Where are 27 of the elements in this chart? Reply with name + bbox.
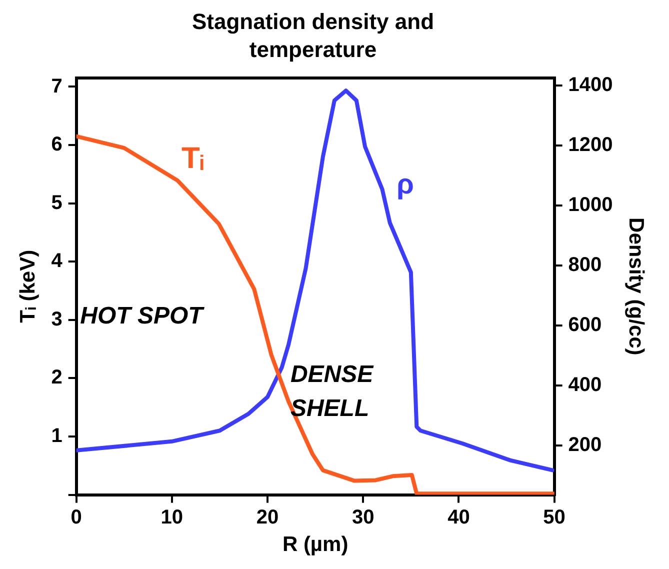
y-tick-label: 3 <box>51 308 62 330</box>
x-tick-label: 30 <box>352 506 374 528</box>
y2-tick-label: 200 <box>568 434 602 456</box>
y2-tick-label: 800 <box>568 254 602 276</box>
y2-tick-label: 1000 <box>568 194 613 216</box>
y2-tick-label: 400 <box>568 374 602 396</box>
x-tick-label: 20 <box>256 506 279 528</box>
chart-title: Stagnation density and temperature <box>190 8 436 64</box>
y-tick-label: 7 <box>51 75 62 98</box>
y2-tick-label: 1400 <box>568 74 613 96</box>
x-tick-label: 10 <box>160 506 184 528</box>
y-tick-label: 1 <box>51 425 62 448</box>
x-axis-title: R (µm) <box>282 533 348 556</box>
series-label: Tᵢ <box>181 142 204 175</box>
x-tick-label: 50 <box>543 506 566 528</box>
x-tick-label: 40 <box>448 506 470 528</box>
x-tick-label: 0 <box>70 506 82 528</box>
y2-axis-title: Density (g/cc) <box>624 218 648 356</box>
y2-tick-label: 600 <box>568 314 602 336</box>
y2-tick-label: 1200 <box>568 134 613 156</box>
y-axis-title: Tᵢ (keV) <box>16 250 40 323</box>
y-tick-label: 2 <box>51 366 62 389</box>
y-tick-label: 6 <box>51 134 62 156</box>
y-tick-label: 5 <box>51 192 62 214</box>
series-label: ρ <box>396 168 414 200</box>
y-tick-label: 4 <box>51 250 64 272</box>
annotation: HOT SPOT <box>80 302 206 330</box>
